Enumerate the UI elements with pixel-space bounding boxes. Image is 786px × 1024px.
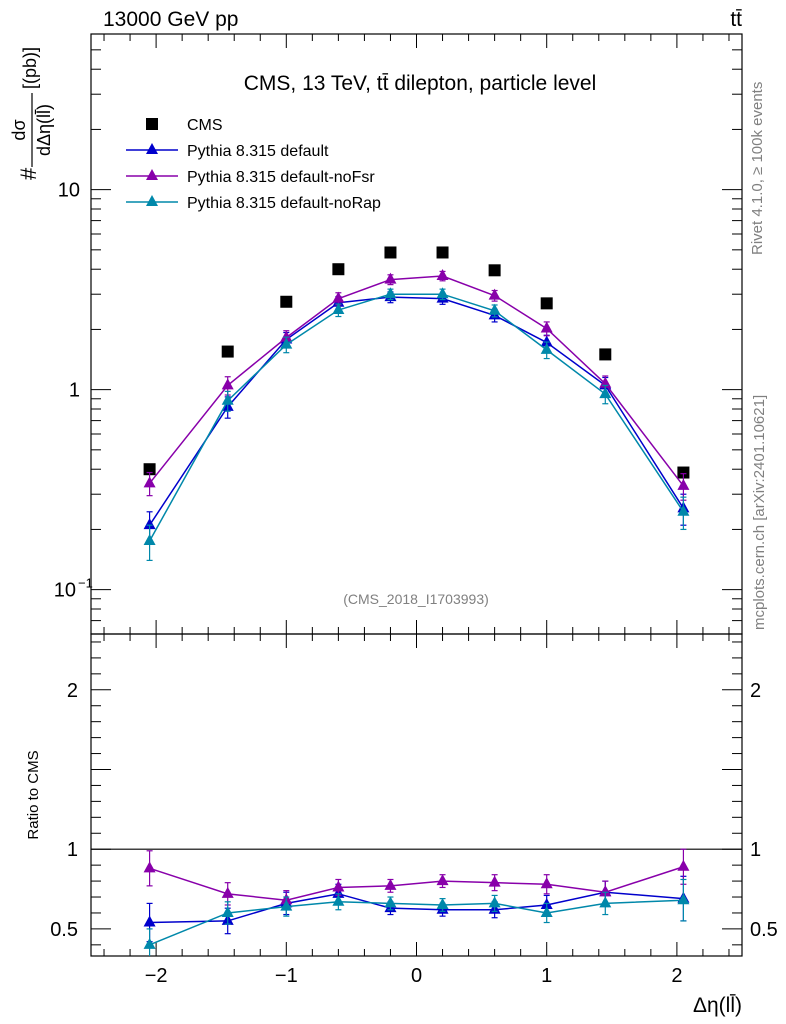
cms-data-point bbox=[221, 345, 234, 358]
source-label: mcplots.cern.ch [arXiv:2401.10621] bbox=[751, 395, 768, 630]
cms-data-point bbox=[677, 466, 690, 479]
chart-title: CMS, 13 TeV, tt̄ dilepton, particle leve… bbox=[244, 72, 597, 95]
cms-data-point bbox=[488, 264, 501, 277]
ratio-point-noRap bbox=[599, 896, 612, 908]
ratio-point-noFsr bbox=[540, 877, 553, 889]
ratio-point-noFsr bbox=[436, 874, 449, 886]
x-tick-label: 2 bbox=[671, 965, 682, 987]
data-point-noFsr bbox=[540, 321, 553, 333]
y-tick-label-main: 10 bbox=[54, 580, 76, 602]
main-panel-series bbox=[143, 246, 690, 562]
ratio-point-noFsr bbox=[332, 880, 345, 892]
legend-label-nofsr: Pythia 8.315 default-noFsr bbox=[187, 169, 375, 186]
data-point-noRap bbox=[280, 337, 293, 349]
x-axis-label: Δη(ll̄) bbox=[693, 993, 742, 1017]
data-point-noRap bbox=[599, 387, 612, 399]
cms-data-point bbox=[280, 295, 293, 308]
y-tick-label-ratio-right: 0.5 bbox=[750, 919, 778, 941]
data-point-noFsr bbox=[436, 268, 449, 280]
cms-data-point bbox=[384, 246, 397, 259]
data-point-noFsr bbox=[332, 291, 345, 303]
cms-data-point bbox=[332, 263, 345, 276]
legend-marker-norap bbox=[146, 195, 158, 206]
data-point-noRap bbox=[436, 287, 449, 299]
ratio-point-noFsr bbox=[488, 875, 501, 887]
ratio-point-noFsr bbox=[599, 885, 612, 897]
y-tick-label-ratio-right: 1 bbox=[750, 839, 761, 861]
ratio-point-noFsr bbox=[143, 861, 156, 873]
cms-data-point bbox=[436, 246, 449, 259]
y-tick-label-ratio-left: 0.5 bbox=[50, 919, 78, 941]
ratio-point-noFsr bbox=[677, 859, 690, 871]
legend: CMS Pythia 8.315 default Pythia 8.315 de… bbox=[126, 117, 381, 212]
ratio-panel-series bbox=[143, 848, 690, 956]
x-tick-label: −2 bbox=[145, 965, 168, 987]
data-point-noFsr bbox=[143, 476, 156, 488]
y-tick-label-main: 1 bbox=[69, 380, 80, 402]
data-point-noRap bbox=[677, 504, 690, 516]
header-process-label: tt̄ bbox=[730, 8, 742, 31]
y-tick-label-ratio-right: 2 bbox=[750, 680, 761, 702]
ratio-point-noRap bbox=[540, 905, 553, 917]
ratio-point-noRap bbox=[384, 896, 397, 908]
x-tick-label: −1 bbox=[275, 965, 298, 987]
ratio-point-noRap bbox=[280, 899, 293, 911]
ratio-point-noRap bbox=[677, 893, 690, 905]
y-tick-label-exponent: −1 bbox=[78, 576, 93, 591]
x-tick-label: 0 bbox=[411, 965, 422, 987]
cms-data-point bbox=[540, 297, 553, 310]
y-label-prefix: # bbox=[16, 167, 41, 180]
axis-ticks bbox=[91, 33, 742, 956]
series-line-noRap bbox=[148, 293, 685, 542]
data-point-noFsr bbox=[384, 272, 397, 284]
legend-label-default: Pythia 8.315 default bbox=[187, 143, 329, 160]
cms-data-point bbox=[599, 348, 612, 361]
ratio-point-noFsr bbox=[384, 878, 397, 890]
legend-label-cms: CMS bbox=[187, 117, 223, 134]
legend-label-norap: Pythia 8.315 default-noRap bbox=[187, 195, 381, 212]
data-series bbox=[143, 246, 690, 956]
data-point-noRap bbox=[221, 393, 234, 405]
y-label-denominator: dΔη(ll̄) bbox=[34, 104, 54, 156]
y-label-unit: [(pb)] bbox=[20, 47, 40, 89]
ratio-point-default bbox=[143, 915, 156, 927]
ratio-point-noRap bbox=[332, 894, 345, 906]
data-point-noFsr bbox=[488, 288, 501, 300]
data-point-noRap bbox=[384, 287, 397, 299]
data-point-default bbox=[143, 518, 156, 530]
ratio-point-noRap bbox=[488, 896, 501, 908]
y-axis-label-main: # dσ dΔη(ll̄) [(pb)] bbox=[9, 47, 54, 180]
ratio-panel-frame bbox=[90, 633, 743, 957]
ratio-line-default bbox=[149, 891, 684, 924]
series-line-noFsr bbox=[149, 275, 685, 487]
ratio-line-noFsr bbox=[149, 866, 684, 901]
data-point-noRap bbox=[143, 534, 156, 546]
legend-marker-cms bbox=[146, 118, 158, 130]
legend-marker-nofsr bbox=[146, 169, 158, 180]
y-label-numerator: dσ bbox=[9, 119, 29, 140]
header-energy-label: 13000 GeV pp bbox=[103, 8, 238, 31]
data-point-noFsr bbox=[221, 378, 234, 390]
ratio-point-noRap bbox=[436, 897, 449, 909]
y-axis-label-ratio: Ratio to CMS bbox=[25, 750, 42, 839]
ratio-point-noRap bbox=[143, 937, 156, 949]
data-point-noRap bbox=[540, 342, 553, 354]
analysis-watermark: (CMS_2018_I1703993) bbox=[343, 591, 489, 607]
data-point-noFsr bbox=[280, 330, 293, 342]
ratio-point-noRap bbox=[221, 905, 234, 917]
ratio-point-noFsr bbox=[221, 886, 234, 898]
data-point-noRap bbox=[488, 303, 501, 315]
data-point-noFsr bbox=[677, 478, 690, 490]
data-point-default bbox=[540, 335, 553, 347]
rivet-version-label: Rivet 4.1.0, ≥ 100k events bbox=[749, 82, 766, 255]
x-tick-label: 1 bbox=[541, 965, 552, 987]
ratio-line-noRap bbox=[149, 899, 684, 946]
y-tick-label-ratio-left: 2 bbox=[67, 680, 78, 702]
legend-marker-default bbox=[146, 143, 158, 154]
y-tick-label-main: 10 bbox=[58, 180, 80, 202]
y-tick-label-ratio-left: 1 bbox=[67, 839, 78, 861]
data-point-noRap bbox=[332, 303, 345, 315]
